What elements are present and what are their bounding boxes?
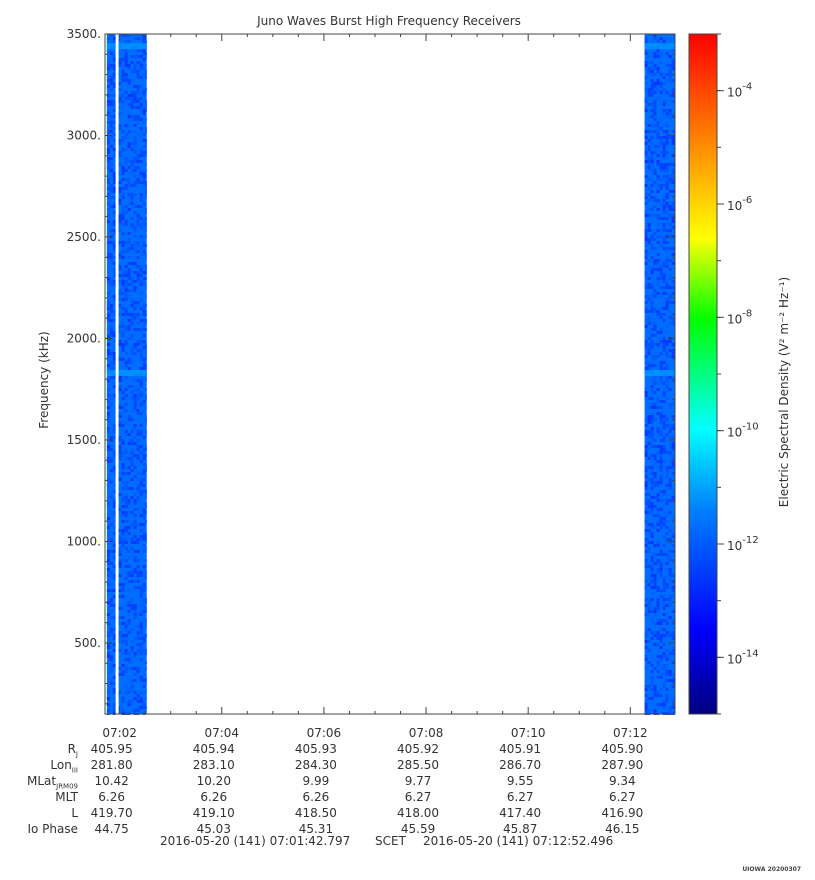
colorbar-tick-label: 10-6 [727,195,752,213]
y-tick-label: 1000. [67,534,101,548]
ephemeris-value: 9.55 [506,774,534,788]
y-tick-label: 3500. [67,27,101,41]
ephemeris-value: 419.10 [192,806,235,820]
ephemeris-value: 284.30 [294,758,337,772]
ephemeris-value: 285.50 [397,758,440,772]
ephemeris-label: L [71,806,78,820]
ephemeris-label: MLatJRM09 [27,774,78,791]
data-block-2 [644,34,675,715]
y-axis: 500. 1000. 1500. 2000. 2500. 3000. 3500. [67,27,675,705]
ephemeris-value: 9.34 [608,774,636,788]
y-axis-label: Frequency (kHz) [37,331,51,428]
y-tick-label: 3000. [67,128,101,142]
ephemeris-value: 283.10 [192,758,235,772]
x-tick-label: 07:02 [102,726,137,740]
ephemeris-value: 9.77 [404,774,432,788]
y-tick-label: 2000. [67,331,101,345]
spectrogram-data [106,34,675,715]
colorbar-tick-label: 10-12 [727,535,759,553]
ephemeris-value: 10.42 [94,774,129,788]
ephemeris-value: 44.75 [94,822,129,836]
colorbar-tick-label: 10-8 [727,308,752,326]
version-stamp: UIOWA 20200307 [742,866,801,873]
colorbar-tick-label: 10-10 [727,422,759,440]
ephemeris-value: 405.91 [499,742,542,756]
x-tick-label: 07:08 [409,726,444,740]
ephemeris-value: 9.99 [302,774,330,788]
start-time: 2016-05-20 (141) 07:01:42.797 [160,834,351,848]
ephemeris-value: 6.26 [302,790,330,804]
ephemeris-value: 286.70 [499,758,542,772]
ephemeris-value: 45.59 [400,822,436,836]
ephemeris-value: 281.80 [90,758,133,772]
chart-title: Juno Waves Burst High Frequency Receiver… [256,14,521,28]
ephemeris-value: 405.94 [192,742,235,756]
ephemeris-value: 6.26 [200,790,228,804]
ephemeris-value: 6.27 [608,790,636,804]
ephemeris-value: 45.03 [196,822,231,836]
ephemeris-value: 45.87 [502,822,538,836]
colorbar [688,33,718,715]
ephemeris-value: 405.92 [397,742,440,756]
ephemeris-value: 405.90 [601,742,644,756]
ephemeris-value: 6.27 [404,790,432,804]
plot-frame [104,33,676,715]
spectrogram-chart: Juno Waves Burst High Frequency Receiver… [37,14,791,740]
ephemeris-value: 405.93 [294,742,337,756]
ephemeris-value: 416.90 [601,806,644,820]
y-tick-label: 2500. [67,230,101,244]
ephemeris-value: 10.20 [196,774,231,788]
x-axis: 07:02 07:04 07:06 07:08 07:10 07:12 [102,34,657,740]
x-tick-label: 07:12 [613,726,648,740]
ephemeris-value: 417.40 [499,806,542,820]
colorbar-tick-label: 10-14 [727,648,759,666]
ephemeris-label: LonIII [50,758,78,775]
ephemeris-value: 45.31 [298,822,334,836]
ephemeris-value: 6.26 [98,790,125,804]
ephemeris-value: 46.15 [605,822,640,836]
data-block-1 [118,34,147,715]
x-tick-label: 07:04 [204,726,239,740]
ephemeris-label: MLT [55,790,78,804]
ephemeris-value: 418.00 [397,806,440,820]
y-tick-label: 500. [74,636,101,650]
data-block-0 [106,34,116,715]
ephemeris-value: 405.95 [90,742,133,756]
x-tick-label: 07:06 [307,726,342,740]
scet-label: SCET [375,834,406,848]
colorbar-label: Electric Spectral Density (V² m⁻² Hz⁻¹) [777,277,791,507]
end-time: 2016-05-20 (141) 07:12:52.496 [423,834,614,848]
ephemeris-value: 6.27 [506,790,534,804]
y-tick-label: 1500. [67,433,101,447]
ephemeris-value: 418.50 [294,806,337,820]
colorbar-axis: 10-4 10-6 10-8 10-10 10-12 10-14 [717,33,759,715]
colorbar-tick-label: 10-4 [727,82,752,100]
ephemeris-value: 419.70 [90,806,133,820]
ephemeris-value: 287.90 [601,758,644,772]
ephemeris-label: Io Phase [27,822,78,836]
x-tick-label: 07:10 [511,726,546,740]
ephemeris-label: RJ [67,742,78,759]
